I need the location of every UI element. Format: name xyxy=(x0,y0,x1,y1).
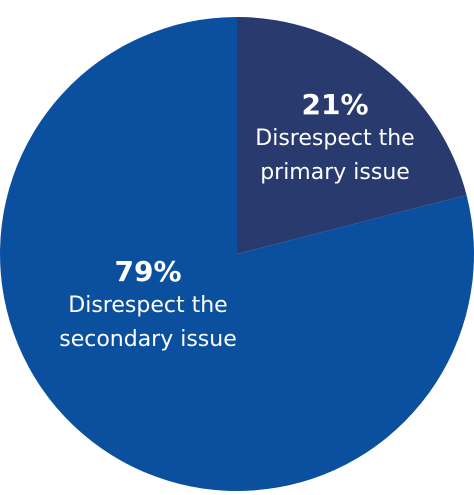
slice-label: 21% Disrespect the primary issue xyxy=(230,88,440,190)
slice-label: 79% Disrespect the secondary issue xyxy=(43,255,253,357)
category-label: Disrespect the primary issue xyxy=(255,126,415,185)
value-label: 21% xyxy=(301,88,369,121)
category-label: Disrespect the secondary issue xyxy=(59,293,237,352)
pie-slice xyxy=(237,17,467,254)
pie-slice xyxy=(0,17,474,491)
value-label: 79% xyxy=(114,255,182,288)
